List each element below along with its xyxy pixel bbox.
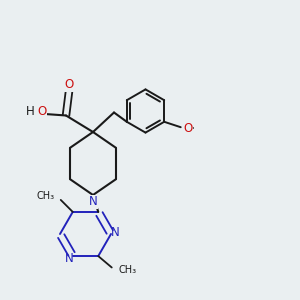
Text: N: N <box>64 252 73 265</box>
Text: CH₃: CH₃ <box>118 266 136 275</box>
Text: O: O <box>64 78 74 92</box>
Text: N: N <box>88 195 98 208</box>
Text: N: N <box>110 226 119 239</box>
Text: H: H <box>26 105 35 118</box>
Text: O: O <box>183 122 192 135</box>
Text: O: O <box>38 105 46 118</box>
Text: CH₃: CH₃ <box>36 191 54 201</box>
